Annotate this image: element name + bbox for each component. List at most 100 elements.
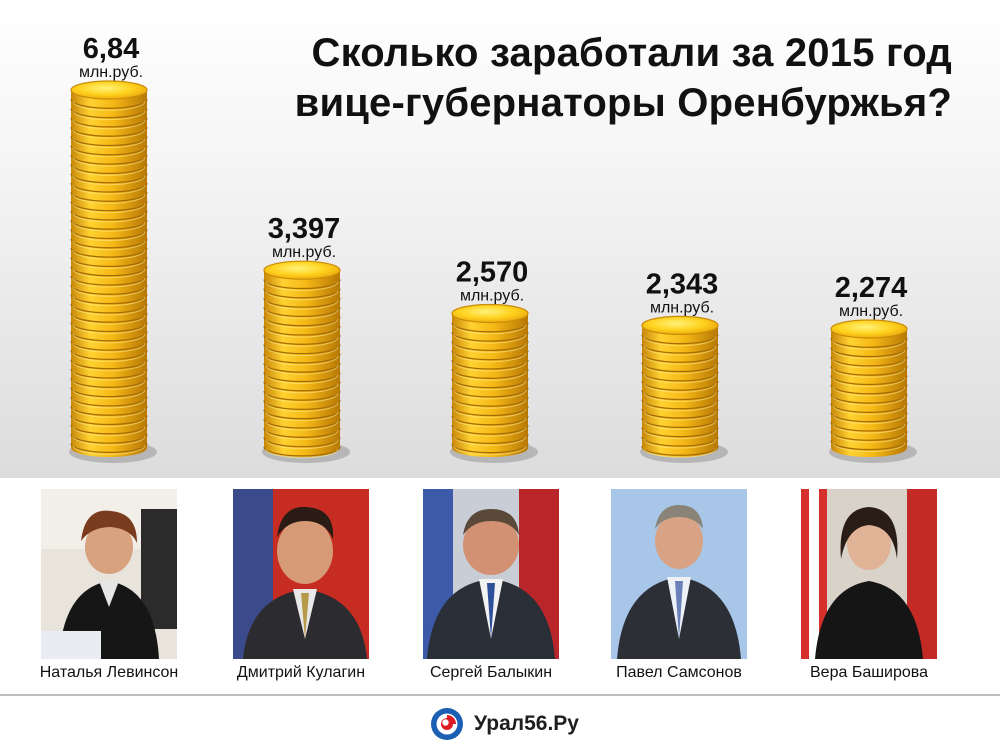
photo-samsonov — [611, 489, 747, 659]
coin-edge — [70, 201, 148, 212]
coin-edge — [70, 294, 148, 305]
coin-edge-highlight — [832, 340, 906, 350]
coin-edge-highlight — [643, 392, 717, 402]
coin-edge-highlight — [72, 129, 146, 139]
coin-edge — [70, 285, 148, 295]
coin-edge — [451, 397, 529, 407]
coin-edge — [263, 297, 341, 308]
coin-edge-highlight — [265, 402, 339, 412]
person-name-2: Дмитрий Кулагин — [236, 664, 366, 681]
coin-edge — [641, 390, 719, 401]
unit-label: млн.руб. — [650, 299, 714, 316]
coin-edge — [70, 99, 148, 109]
coin-edge-highlight — [72, 435, 146, 446]
coin-edge — [263, 335, 341, 345]
coin-edge-highlight — [72, 231, 146, 241]
coin-edge — [641, 427, 719, 438]
coin-edge — [451, 424, 529, 435]
coin-edge-highlight — [72, 342, 146, 353]
coin-edge-highlight — [265, 392, 339, 403]
coin-edge-highlight — [453, 371, 527, 381]
photo-bashirova — [801, 489, 937, 659]
coin-edge-highlight — [453, 399, 527, 409]
coin-edge — [70, 154, 148, 165]
photo-levinson — [41, 489, 177, 659]
coin-edge-highlight — [265, 420, 339, 431]
coin-edge — [263, 400, 341, 411]
coin-edge-highlight — [72, 398, 146, 409]
coin-edge — [263, 437, 341, 448]
coin-edge-highlight — [72, 240, 146, 251]
coin-edge-highlight — [453, 417, 527, 428]
coin-top — [830, 319, 908, 339]
coin-edge — [830, 412, 908, 423]
coin-edge — [451, 434, 529, 445]
coin-edge-highlight — [72, 212, 146, 223]
coin-edge — [70, 331, 148, 342]
coin-edge — [70, 247, 148, 258]
coin-edge — [70, 387, 148, 398]
coin-edge-highlight — [265, 309, 339, 319]
coin-edge — [830, 403, 908, 414]
coin-edge — [70, 192, 148, 202]
coin-edge — [830, 347, 908, 358]
coin-edge-highlight — [265, 439, 339, 450]
coin-edge-highlight — [265, 327, 339, 338]
coin-edge-highlight — [832, 395, 906, 406]
unit-label: млн.руб. — [79, 64, 143, 81]
coin-edge-highlight — [265, 383, 339, 394]
coin-edge-highlight — [832, 377, 906, 387]
title-line-1: Сколько заработали за 2015 год — [311, 31, 952, 75]
coin-edge-highlight — [72, 147, 146, 158]
coin-edge — [263, 428, 341, 438]
coin-edge-highlight — [832, 358, 906, 369]
coin-edge — [830, 421, 908, 432]
coin-edge-highlight — [643, 364, 717, 375]
coin-edge-highlight — [643, 383, 717, 393]
coin-edge — [263, 381, 341, 392]
coin-edge — [451, 387, 529, 398]
coin-edge-highlight — [643, 355, 717, 365]
coin-edge — [641, 408, 719, 419]
coin-edge — [451, 350, 529, 361]
coin-edge-highlight — [643, 410, 717, 421]
coin-edge-highlight — [72, 370, 146, 381]
coin-edge-highlight — [643, 420, 717, 430]
coin-edge — [70, 340, 148, 351]
coin-edge — [70, 359, 148, 370]
coin-edge — [451, 443, 529, 454]
coin-edge — [263, 307, 341, 318]
coin-edge — [641, 436, 719, 447]
value-label: 6,84 — [83, 33, 139, 65]
coin-edge — [263, 372, 341, 383]
coin-edge — [451, 415, 529, 426]
coin-edge-highlight — [453, 324, 527, 335]
coin-edge-highlight — [265, 318, 339, 329]
coin-edge-highlight — [832, 423, 906, 434]
coin-edge-highlight — [265, 299, 339, 310]
coin-edge — [641, 362, 719, 373]
coin-edge-highlight — [72, 166, 146, 176]
person-name-1: Наталья Левинсон — [39, 664, 179, 681]
coin-edge-highlight — [265, 374, 339, 384]
coin-edge — [70, 322, 148, 333]
coin-edge-highlight — [643, 438, 717, 449]
person-name-3: Сергей Балыкин — [429, 664, 553, 681]
coin-edge — [70, 210, 148, 221]
coin-edge-highlight — [832, 442, 906, 453]
footer-divider — [0, 694, 1000, 696]
coin-edge-highlight — [72, 101, 146, 111]
value-label: 2,274 — [835, 272, 908, 304]
coin-edge — [70, 406, 148, 416]
coin-edge — [70, 396, 148, 407]
coin-edge-highlight — [453, 389, 527, 400]
coin-edge — [451, 359, 529, 370]
site-logo[interactable]: Урал56.Ру — [430, 706, 579, 742]
coin-edge — [263, 316, 341, 327]
photo-balykin — [423, 489, 559, 659]
coin-edge-highlight — [72, 184, 146, 195]
coin-edge — [451, 331, 529, 342]
